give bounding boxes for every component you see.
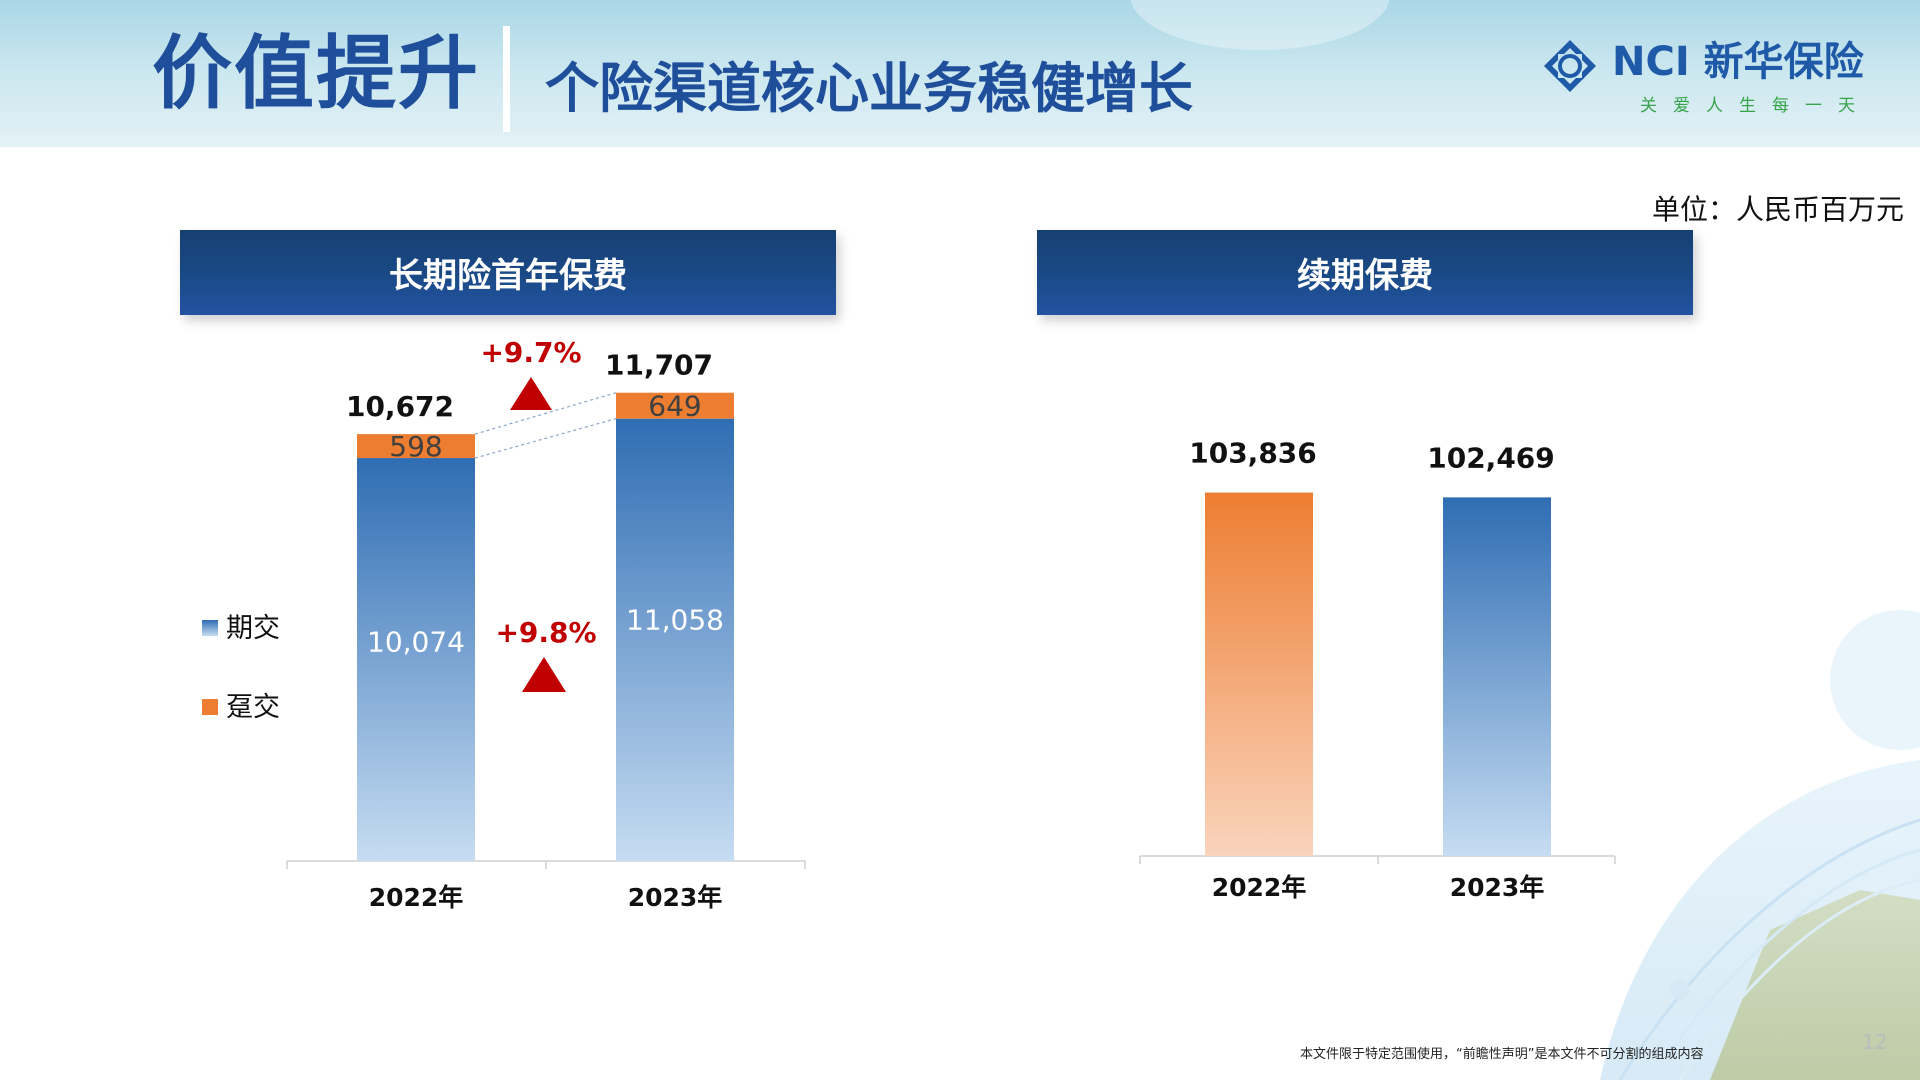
page-title: 价值提升: [152, 27, 480, 120]
legend-swatch-single: [202, 699, 218, 715]
label-renewal-2022年: 103,836: [1189, 437, 1317, 470]
connector-total: [474, 392, 617, 435]
label-regular-2022年: 10,074: [367, 625, 465, 658]
legend-label-single: 趸交: [226, 692, 280, 723]
bar-single-2023年: [616, 392, 734, 419]
x-tick-label-right-2022年: 2022年: [1212, 873, 1307, 902]
bar-renewal-2022年: [1205, 492, 1313, 856]
bar-regular-2023年: [616, 418, 734, 861]
growth-total-label: +9.7%: [480, 336, 581, 369]
page-subtitle: 个险渠道核心业务稳健增长: [545, 57, 1193, 120]
bar-renewal-2023年: [1443, 497, 1551, 856]
label-total-2023年: 11,707: [605, 349, 713, 382]
panel-title-renewal: 续期保费: [1037, 230, 1693, 315]
bar-regular-2022年: [357, 458, 475, 861]
legend-swatch-regular: [202, 620, 218, 636]
logo-name: NCI 新华保险: [1612, 39, 1864, 85]
growth-total-up-arrow-icon: [510, 377, 552, 410]
footer-disclaimer: 本文件限于特定范围使用，“前瞻性声明”是本文件不可分割的组成内容: [1300, 1047, 1704, 1062]
connector-regular: [474, 418, 617, 459]
x-tick-label-2023年: 2023年: [628, 883, 723, 912]
nci-logo-icon: [1544, 40, 1596, 92]
legend-label-regular: 期交: [226, 613, 280, 644]
label-renewal-2023年: 102,469: [1427, 441, 1555, 474]
bar-single-2022年: [357, 434, 475, 459]
label-regular-2023年: 11,058: [626, 604, 724, 637]
x-tick-label-right-2023年: 2023年: [1450, 873, 1545, 902]
label-single-2022年: 598: [389, 430, 442, 463]
unit-label: 单位：人民币百万元: [1651, 193, 1904, 226]
page-number: 12: [1862, 1030, 1888, 1054]
label-total-2022年: 10,672: [346, 390, 454, 423]
company-logo: NCI 新华保险 关爱人生每一天: [1540, 36, 1880, 126]
panel-title-first-year: 长期险首年保费: [180, 230, 836, 315]
title-divider: [503, 26, 510, 132]
label-single-2023年: 649: [648, 390, 701, 423]
x-tick-label-2022年: 2022年: [369, 883, 464, 912]
logo-slogan: 关爱人生每一天: [1640, 96, 1871, 116]
header-band: 价值提升 个险渠道核心业务稳健增长 NCI 新华保险 关爱人生每一天: [0, 0, 1920, 147]
growth-regular-up-arrow-icon: [522, 657, 566, 692]
growth-regular-label: +9.8%: [495, 616, 596, 649]
